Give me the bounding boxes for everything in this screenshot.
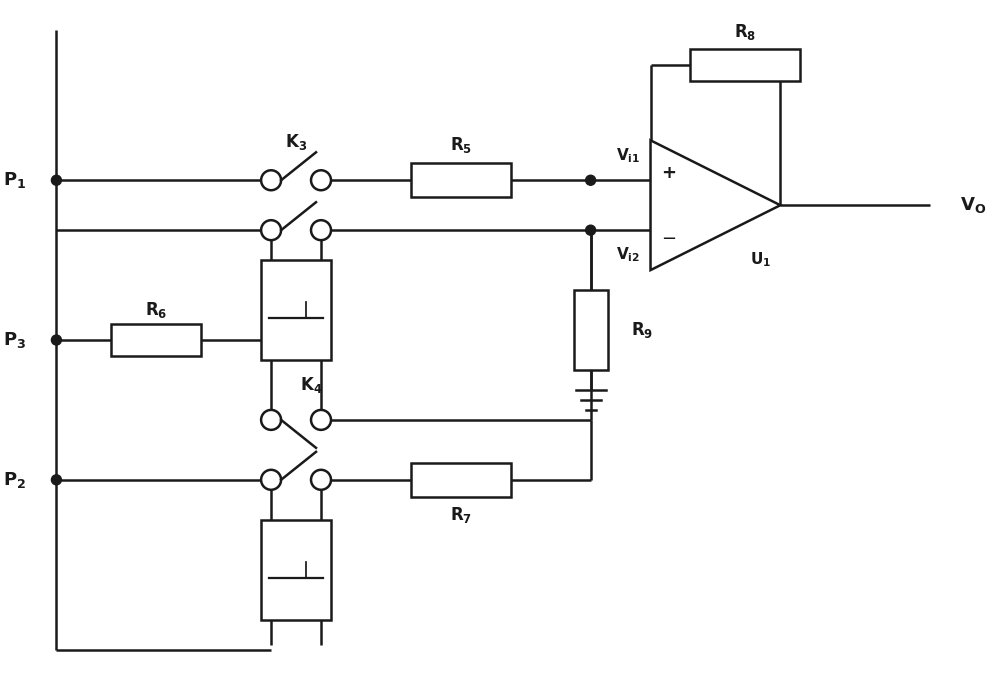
Circle shape [586, 225, 596, 235]
Circle shape [51, 475, 61, 485]
Text: $\mathbf{R_8}$: $\mathbf{R_8}$ [734, 22, 757, 43]
Text: $\mathbf{P_1}$: $\mathbf{P_1}$ [3, 170, 26, 191]
Text: $\mathbf{P_2}$: $\mathbf{P_2}$ [3, 470, 26, 490]
Text: $\mathbf{R_5}$: $\mathbf{R_5}$ [450, 135, 472, 155]
Text: $-$: $-$ [661, 228, 676, 246]
Bar [261, 520, 331, 620]
Bar [574, 290, 608, 370]
Bar [411, 163, 511, 198]
Circle shape [586, 175, 596, 185]
Text: $\mathbf{P_3}$: $\mathbf{P_3}$ [3, 330, 26, 350]
Polygon shape [651, 140, 780, 270]
Circle shape [51, 335, 61, 345]
Text: $\mathbf{V_{i2}}$: $\mathbf{V_{i2}}$ [616, 246, 641, 265]
Bar [261, 260, 331, 360]
Text: $\mathbf{U_1}$: $\mathbf{U_1}$ [750, 251, 772, 269]
Bar [111, 324, 201, 356]
Bar [411, 463, 511, 497]
Text: $\mathbf{R_7}$: $\mathbf{R_7}$ [450, 505, 472, 525]
Circle shape [51, 175, 61, 185]
Text: $\mathbf{V_O}$: $\mathbf{V_O}$ [960, 195, 986, 215]
Text: $\mathbf{R_6}$: $\mathbf{R_6}$ [145, 300, 167, 320]
Bar [690, 50, 800, 82]
Text: $\mathbf{V_{i1}}$: $\mathbf{V_{i1}}$ [616, 146, 641, 165]
Text: $\mathbf{K_4}$: $\mathbf{K_4}$ [300, 375, 322, 395]
Text: +: + [661, 164, 676, 182]
Text: $\mathbf{K_3}$: $\mathbf{K_3}$ [285, 133, 307, 152]
Text: $\mathbf{R_9}$: $\mathbf{R_9}$ [631, 320, 653, 340]
